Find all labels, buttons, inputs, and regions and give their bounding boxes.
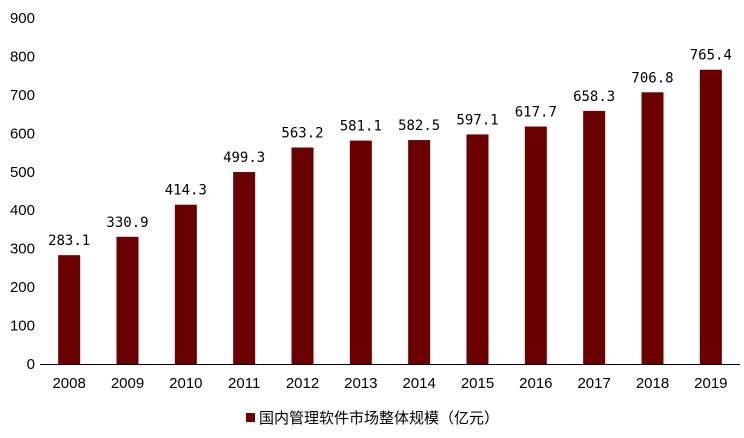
y-axis: 0 100 200 300 400 500 600 700 800 900 [10, 10, 35, 373]
y-tick-label: 700 [10, 87, 35, 104]
x-tick-label: 2009 [111, 375, 144, 392]
x-tick-label: 2014 [402, 375, 435, 392]
data-label: 499.3 [223, 150, 265, 166]
x-tick-label: 2015 [461, 375, 494, 392]
data-label: 414.3 [165, 183, 207, 199]
data-label: 563.2 [281, 125, 323, 141]
data-label: 283.1 [48, 233, 90, 249]
x-tick-label: 2013 [344, 375, 377, 392]
y-tick-label: 400 [10, 202, 35, 219]
x-tick-label: 2010 [169, 375, 202, 392]
x-tick-label: 2008 [52, 375, 85, 392]
x-axis: 2008 2009 2010 2011 2012 2013 2014 2015 2016 2017… [52, 375, 727, 392]
x-tick-label: 2012 [286, 375, 319, 392]
bar [641, 92, 664, 365]
x-tick-label: 2016 [519, 375, 552, 392]
x-tick-label: 2018 [636, 375, 669, 392]
y-tick-label: 800 [10, 48, 35, 65]
data-label: 582.5 [398, 118, 440, 134]
bar [349, 140, 372, 364]
bar [174, 204, 197, 364]
y-tick-label: 500 [10, 164, 35, 181]
bar [291, 147, 314, 364]
bar [408, 140, 431, 364]
data-label: 581.1 [340, 119, 382, 135]
bar [466, 134, 489, 364]
data-labels: 283.1 330.9 414.3 499.3 563.2 581.1 582.5 597.1… [48, 48, 732, 249]
x-tick-label: 2017 [577, 375, 610, 392]
data-label: 597.1 [456, 112, 498, 128]
bar [524, 126, 547, 365]
x-tick-label: 2019 [694, 375, 727, 392]
legend-swatch [246, 413, 255, 422]
x-tick-label: 2011 [228, 375, 260, 392]
y-tick-label: 100 [10, 318, 35, 335]
y-tick-label: 600 [10, 125, 35, 142]
bar [583, 110, 606, 364]
y-tick-label: 0 [27, 356, 35, 373]
data-label: 658.3 [573, 89, 615, 105]
y-tick-label: 300 [10, 241, 35, 258]
y-tick-label: 200 [10, 279, 35, 296]
data-label: 765.4 [690, 48, 732, 64]
legend: 国内管理软件市场整体规模（亿元） [246, 409, 499, 427]
bar [233, 172, 256, 364]
data-label: 330.9 [106, 215, 148, 231]
y-tick-label: 900 [10, 10, 35, 27]
bar [58, 255, 81, 364]
bars [58, 69, 722, 365]
legend-label: 国内管理软件市场整体规模（亿元） [259, 409, 499, 427]
data-label: 706.8 [631, 70, 673, 86]
data-label: 617.7 [515, 105, 557, 121]
bar [116, 236, 139, 364]
bar [699, 69, 722, 365]
